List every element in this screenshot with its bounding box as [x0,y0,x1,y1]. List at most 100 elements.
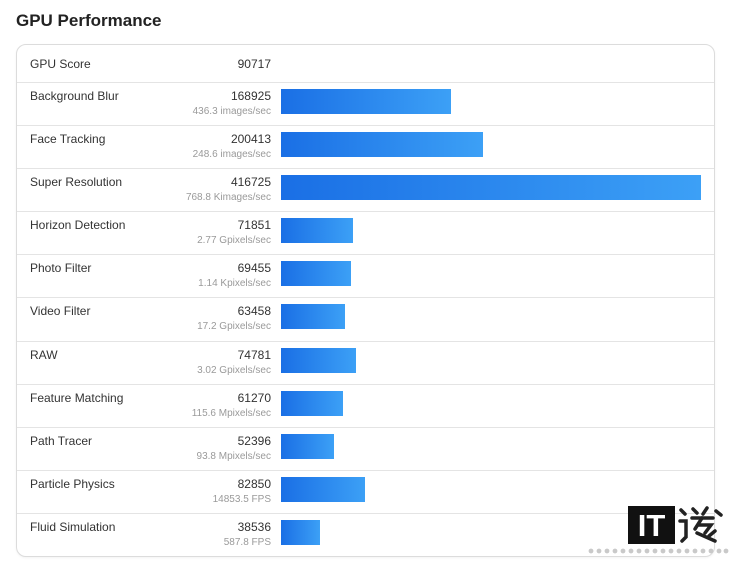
bar-track [281,298,701,340]
benchmark-row-raw: RAW 74781 3.02 Gpixels/sec [17,340,714,384]
benchmark-meta: Photo Filter 69455 1.14 Kpixels/sec [30,255,271,297]
benchmark-rate: 1.14 Kpixels/sec [198,278,271,290]
benchmark-score: 38536 [237,519,271,534]
watermark-dots [588,548,729,554]
benchmark-name: Background Blur [30,89,119,103]
benchmark-score: 416725 [230,175,271,190]
logo-glyph-icon [678,506,723,543]
benchmark-score: 82850 [237,476,271,491]
benchmark-line: Particle Physics 82850 [30,477,271,491]
bar-track [281,471,701,513]
gpu-score-line: GPU Score 90717 [30,57,271,71]
benchmark-list: Background Blur 168925 436.3 images/sec Fac… [17,82,714,556]
benchmark-rate: 14853.5 FPS [212,493,271,505]
bar-track [281,83,701,125]
benchmark-score: 52396 [237,433,271,448]
benchmark-rate: 587.8 FPS [223,536,271,548]
page-title: GPU Performance [16,11,162,30]
benchmark-name: Super Resolution [30,175,123,190]
watermark-logo: IT [588,506,729,554]
bar-feature-matching [281,390,343,416]
benchmark-meta: Particle Physics 82850 14853.5 FPS [30,471,271,513]
gpu-score-meta: GPU Score 90717 [30,57,271,71]
benchmark-meta: RAW 74781 3.02 Gpixels/sec [30,342,271,384]
bar-background-blur [281,89,452,114]
bar-horizon-detection [281,218,354,244]
bar-fluid-simulation [281,519,320,545]
benchmark-name: Horizon Detection [30,218,126,233]
benchmark-meta: Video Filter 63458 17.2 Gpixels/sec [30,298,271,340]
bar-particle-physics [281,476,365,502]
bar-track [281,428,701,470]
benchmark-row-horizon-detection: Horizon Detection 71851 2.77 Gpixels/sec [17,211,714,254]
benchmark-meta: Background Blur 168925 436.3 images/sec [30,83,271,125]
bar-video-filter [281,304,345,330]
benchmark-line: Feature Matching 61270 [30,391,271,405]
benchmark-name: Feature Matching [30,390,124,405]
benchmark-name: Photo Filter [30,261,92,276]
bar-track [281,212,701,254]
benchmark-score: 74781 [237,347,271,362]
benchmark-rate: 2.77 Gpixels/sec [197,235,271,247]
benchmark-meta: Horizon Detection 71851 2.77 Gpixels/sec [30,212,271,254]
bar-photo-filter [281,261,351,287]
benchmark-score: 61270 [237,390,271,405]
benchmark-line: Fluid Simulation 38536 [30,520,271,534]
benchmark-meta: Face Tracking 200413 248.6 images/sec [30,126,271,168]
benchmark-row-background-blur: Background Blur 168925 436.3 images/sec [17,82,714,125]
benchmark-line: Path Tracer 52396 [30,434,271,448]
benchmark-meta: Feature Matching 61270 115.6 Mpixels/sec [30,385,271,427]
results-card: GPU Score 90717 Background Blur 168925 436… [16,44,715,557]
benchmark-line: Face Tracking 200413 [30,132,271,146]
benchmark-meta: Path Tracer 52396 93.8 Mpixels/sec [30,428,271,470]
logo-text: IT [638,508,666,543]
benchmark-row-video-filter: Video Filter 63458 17.2 Gpixels/sec [17,297,714,340]
benchmark-name: Fluid Simulation [30,519,116,534]
benchmark-row-feature-matching: Feature Matching 61270 115.6 Mpixels/sec [17,383,714,427]
bar-track [281,126,701,168]
benchmark-row-photo-filter: Photo Filter 69455 1.14 Kpixels/sec [17,254,714,297]
benchmark-rate: 115.6 Mpixels/sec [191,407,271,419]
bar-track [281,342,701,384]
bar-raw [281,347,357,373]
gpu-score-value: 90717 [237,56,271,71]
benchmark-row-path-tracer: Path Tracer 52396 93.8 Mpixels/sec [17,426,714,470]
benchmark-name: Video Filter [30,304,91,319]
benchmark-line: RAW 74781 [30,348,271,362]
benchmark-row-face-tracking: Face Tracking 200413 248.6 images/sec [17,125,714,168]
benchmark-line: Horizon Detection 71851 [30,218,271,232]
bar-track [281,169,701,211]
gpu-score-row: GPU Score 90717 [17,45,714,82]
bar-track [281,385,701,427]
logo-box [628,506,675,544]
benchmark-row-fluid-simulation: Fluid Simulation 38536 587.8 FPS [17,512,714,556]
benchmark-line: Photo Filter 69455 [30,261,271,275]
benchmark-score: 63458 [237,304,271,319]
benchmark-rate: 93.8 Mpixels/sec [196,450,271,462]
bar-path-tracer [281,433,334,459]
benchmark-meta: Fluid Simulation 38536 587.8 FPS [30,514,271,556]
benchmark-line: Video Filter 63458 [30,304,271,318]
benchmark-name: Path Tracer [30,433,93,448]
bar-track [281,255,701,297]
benchmark-score: 200413 [230,132,271,147]
benchmark-line: Background Blur 168925 [30,89,271,103]
bar-face-tracking [281,132,483,158]
benchmark-row-particle-physics: Particle Physics 82850 14853.5 FPS [17,469,714,513]
benchmark-name: RAW [30,347,58,362]
benchmark-row-super-resolution: Super Resolution 416725 768.8 Kimages/sec [17,168,714,211]
benchmark-score: 69455 [237,261,271,276]
bar-track [281,514,701,556]
gpu-score-label: GPU Score [30,56,91,71]
benchmark-score: 168925 [230,89,271,103]
bar-super-resolution [281,175,701,201]
benchmark-meta: Super Resolution 416725 768.8 Kimages/sec [30,169,271,211]
benchmark-rate: 436.3 images/sec [192,106,271,117]
benchmark-rate: 3.02 Gpixels/sec [197,364,271,376]
benchmark-name: Particle Physics [30,476,115,491]
benchmark-rate: 768.8 Kimages/sec [185,192,271,204]
benchmark-rate: 248.6 images/sec [192,149,271,161]
benchmark-line: Super Resolution 416725 [30,175,271,189]
benchmark-score: 71851 [237,218,271,233]
benchmark-name: Face Tracking [30,132,106,147]
